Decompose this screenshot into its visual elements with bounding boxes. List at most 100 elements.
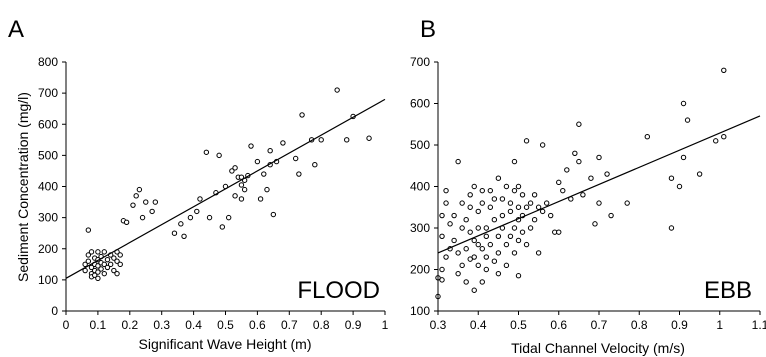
panel-b-data-point: [491, 196, 498, 202]
panel-b-data-point: [507, 208, 514, 215]
panel-b-x-tick-label: 0.8: [631, 318, 648, 332]
panel-b-data-point: [515, 183, 522, 190]
panel-a-inset-label: FLOOD: [297, 277, 380, 304]
panel-a-y-tick-label: 700: [38, 86, 58, 100]
panel-b-data-point: [564, 167, 570, 173]
panel-a-data-point: [216, 152, 222, 159]
panel-a-y-axis-title: Sediment Concentration (mg/l): [15, 92, 31, 282]
panel-b-data-point: [535, 204, 542, 210]
panel-b-y-tick-label: 600: [410, 97, 430, 111]
panel-b-data-point: [483, 233, 489, 240]
panel-b-data-point: [588, 175, 594, 181]
panel-b-data-point: [539, 142, 546, 148]
panel-b-data-point: [491, 258, 498, 264]
panel-b-data-point: [560, 187, 566, 194]
panel-b-data-point: [523, 138, 530, 144]
panel-b-data-point: [495, 233, 502, 240]
panel-b-data-point: [479, 200, 485, 206]
panel-b-data-point: [556, 229, 562, 235]
panel-a-data-point: [111, 255, 117, 261]
panel-a-data-point: [296, 171, 302, 177]
panel-b-data-point: [463, 279, 469, 285]
panel-a-ticks: 0 0.1 0.2 0.3 0.4 0.5 0.6 0.7 0.8 0.9 1 0 100 200 300 4…: [38, 55, 389, 332]
panel-b-data-point: [463, 246, 469, 252]
panel-b-data-point: [668, 175, 675, 181]
panel-b-data-point: [467, 204, 473, 210]
panel-a: A 0 0.1 0.2 0.3 0.4 0.5 0.6 0.7 0.8 0.9 1 0 100 200 30…: [8, 16, 389, 352]
panel-a-y-tick-label: 200: [38, 242, 58, 256]
panel-a-x-tick-label: 0.8: [313, 318, 330, 332]
panel-b-data-point: [676, 183, 683, 190]
panel-a-data-point: [292, 155, 299, 162]
panel-a-x-tick-label: 0.1: [90, 318, 107, 332]
panel-b-data-point: [479, 279, 485, 285]
panel-a-y-tick-label: 100: [38, 273, 58, 287]
panel-a-x-tick-label: 0.6: [249, 318, 266, 332]
panel-b-x-tick-label: 1: [716, 318, 723, 332]
panel-b-data-point: [523, 241, 530, 248]
panel-a-x-tick-label: 0: [63, 318, 70, 332]
panel-b-data-point: [443, 200, 449, 206]
panel-b-data-point: [511, 158, 518, 165]
panel-a-data-point: [88, 264, 95, 271]
panel-b-data-point: [507, 200, 514, 206]
panel-b-data-point: [475, 241, 481, 248]
panel-b: B 0.3 0.4 0.5 0.6 0.7 0.8 0.9 1 1.1 100 200 300 400 5…: [410, 16, 766, 356]
panel-b-data-point: [467, 229, 473, 235]
panel-b-data-point: [576, 121, 582, 127]
panel-b-data-point: [680, 100, 687, 107]
panel-a-data-point: [117, 261, 123, 268]
panel-b-y-tick-label: 200: [410, 263, 430, 277]
panel-b-data-point: [696, 171, 703, 177]
panel-a-data-point: [238, 196, 245, 202]
panel-b-data-point: [596, 154, 602, 161]
panel-b-data-point: [467, 256, 473, 262]
panel-a-letter: A: [8, 16, 24, 43]
panel-a-data-point: [114, 258, 120, 264]
panel-b-x-tick-label: 0.5: [510, 318, 527, 332]
panel-b-data-point: [471, 183, 477, 190]
panel-b-data-point: [572, 150, 578, 157]
panel-b-data-point: [592, 221, 598, 227]
panel-b-data-point: [443, 187, 449, 194]
panel-b-data-point: [624, 200, 630, 206]
panel-a-x-tick-label: 0.4: [185, 318, 202, 332]
panel-a-data-point: [299, 112, 305, 118]
panel-b-data-point: [495, 250, 502, 256]
panel-b-data-point: [495, 175, 502, 181]
panel-b-data-point: [539, 208, 546, 215]
panel-a-trendline: [65, 98, 386, 279]
panel-a-x-tick-label: 1: [382, 318, 389, 332]
panel-b-x-tick-label: 0.6: [550, 318, 567, 332]
panel-b-data-point: [447, 221, 453, 227]
panel-a-data-point: [232, 193, 238, 199]
panel-b-y-tick-label: 400: [410, 180, 430, 194]
panel-a-x-axis-title: Significant Wave Height (m): [139, 336, 312, 352]
panel-a-data-point: [232, 165, 238, 171]
panel-b-data-point: [721, 134, 727, 140]
panel-b-data-point: [455, 158, 461, 165]
panel-b-data-point: [535, 250, 542, 256]
panel-b-data-point: [471, 254, 477, 260]
panel-a-data-point: [225, 214, 232, 221]
panel-a-y-tick-label: 400: [38, 180, 58, 194]
panel-b-data-point: [596, 200, 602, 206]
panel-b-data-point: [507, 233, 514, 240]
panel-b-y-tick-label: 300: [410, 221, 430, 235]
panel-b-data-point: [515, 237, 522, 244]
panel-b-data-point: [451, 212, 457, 219]
panel-b-letter: B: [420, 16, 436, 43]
panel-b-data-point: [604, 171, 610, 177]
panel-b-data-point: [684, 117, 691, 123]
panel-b-data-point: [439, 266, 445, 273]
panel-a-data-point: [101, 270, 107, 277]
panel-a-data-point: [229, 168, 235, 174]
panel-a-data-point: [95, 249, 101, 255]
panel-b-axes: [437, 62, 760, 312]
panel-a-data-point: [203, 149, 210, 155]
panel-a-data-point: [104, 256, 111, 263]
panel-b-data-point: [511, 225, 518, 231]
panel-b-x-tick-label: 0.3: [430, 318, 447, 332]
panel-a-data-point: [95, 263, 101, 269]
